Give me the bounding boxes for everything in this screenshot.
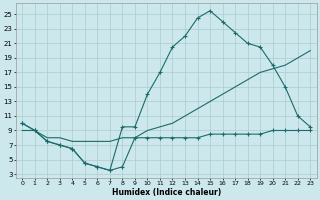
X-axis label: Humidex (Indice chaleur): Humidex (Indice chaleur): [112, 188, 221, 197]
